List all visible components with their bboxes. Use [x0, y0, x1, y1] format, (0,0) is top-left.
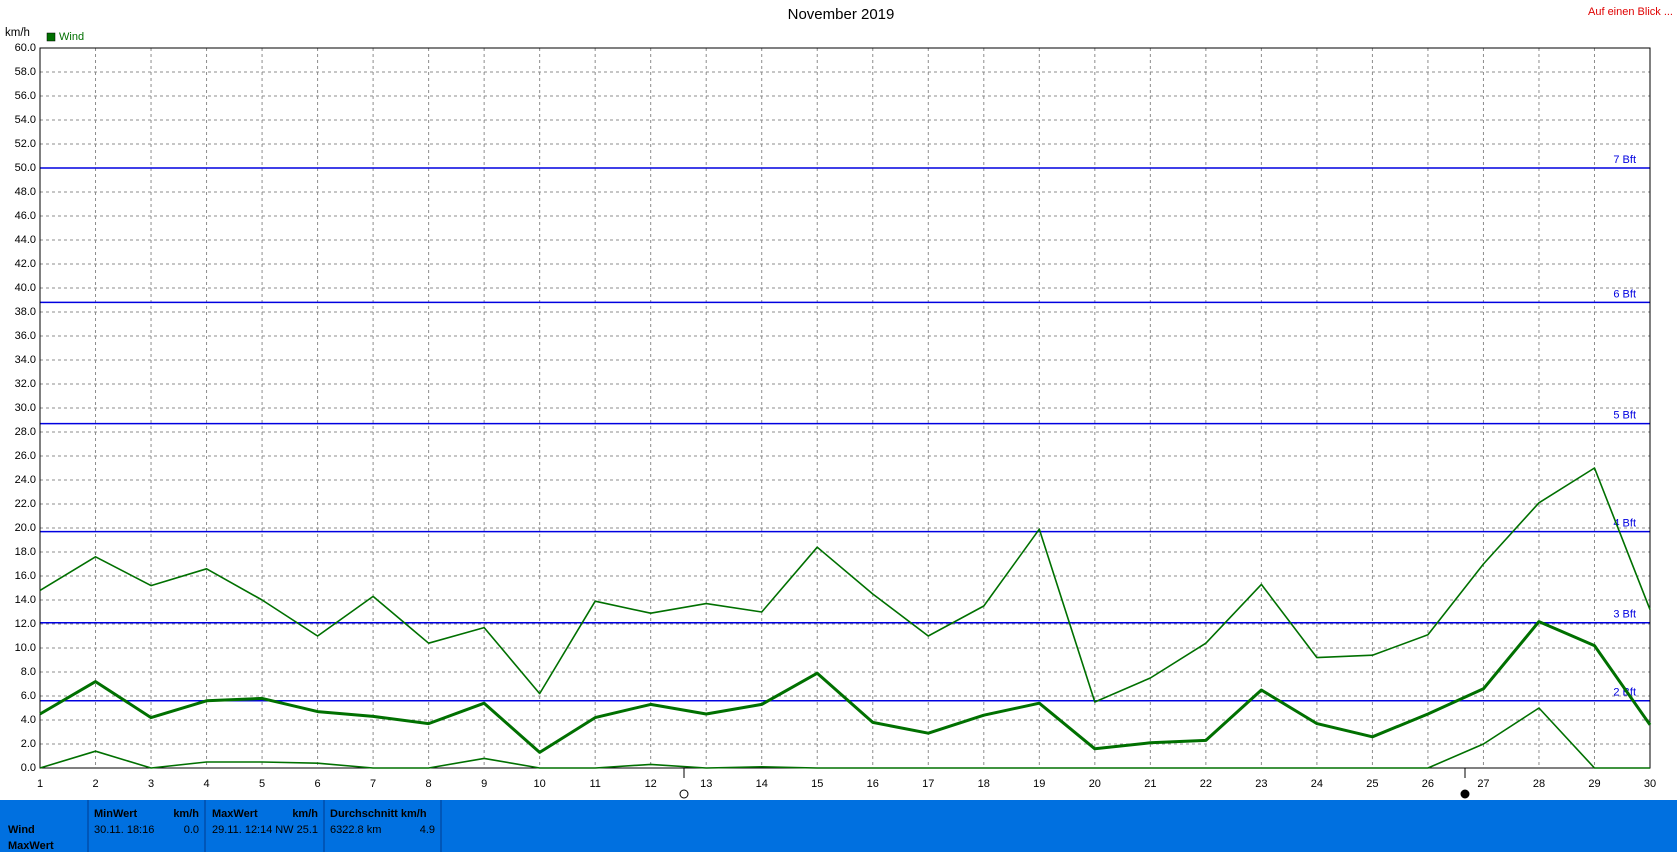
avg-total: 6322.8 km — [330, 824, 381, 836]
min-value: 0.0 — [184, 824, 199, 836]
y-tick-label: 36.0 — [15, 330, 36, 342]
y-tick-label: 14.0 — [15, 594, 36, 606]
y-tick-label: 48.0 — [15, 186, 36, 198]
x-tick-label: 15 — [811, 778, 823, 790]
beaufort-label: 7 Bft — [1613, 154, 1636, 166]
y-tick-label: 34.0 — [15, 354, 36, 366]
x-tick-label: 17 — [922, 778, 934, 790]
x-tick-label: 29 — [1588, 778, 1600, 790]
overview-link[interactable]: Auf einen Blick ... — [1588, 6, 1673, 18]
column-unit: km/h — [173, 808, 199, 820]
y-tick-label: 6.0 — [21, 690, 36, 702]
beaufort-label: 3 Bft — [1613, 609, 1636, 621]
x-tick-label: 9 — [481, 778, 487, 790]
y-tick-label: 46.0 — [15, 210, 36, 222]
min-time: 30.11. 18:16 — [94, 824, 154, 836]
x-tick-label: 27 — [1477, 778, 1489, 790]
x-tick-label: 30 — [1644, 778, 1656, 790]
x-tick-label: 10 — [534, 778, 546, 790]
series-line — [39, 467, 1651, 703]
y-tick-label: 12.0 — [15, 618, 36, 630]
beaufort-label: 6 Bft — [1613, 288, 1636, 300]
x-tick-label: 20 — [1089, 778, 1101, 790]
y-tick-label: 42.0 — [15, 258, 36, 270]
y-tick-label: 28.0 — [15, 426, 36, 438]
y-tick-label: 0.0 — [21, 762, 36, 774]
x-tick-label: 1 — [37, 778, 43, 790]
legend-label: Wind — [59, 31, 84, 43]
x-tick-label: 8 — [426, 778, 432, 790]
summary-panel: Wind MaxWert MinWert km/h 30.11. 18:16 0… — [0, 800, 1677, 852]
column-header: MaxWert — [212, 808, 258, 820]
column-unit: km/h — [292, 808, 318, 820]
y-tick-label: 56.0 — [15, 90, 36, 102]
row-label: Wind — [8, 824, 35, 836]
moon-new — [679, 768, 689, 799]
y-tick-label: 24.0 — [15, 474, 36, 486]
legend-swatch — [46, 32, 56, 42]
column-header: Durchschnitt km/h — [330, 808, 427, 820]
y-tick-label: 4.0 — [21, 714, 36, 726]
x-tick-label: 24 — [1311, 778, 1323, 790]
x-tick-label: 21 — [1144, 778, 1156, 790]
max-time: 29.11. 12:14 — [212, 824, 272, 836]
beaufort-label: 5 Bft — [1613, 410, 1636, 422]
y-tick-label: 2.0 — [21, 738, 36, 750]
x-tick-label: 19 — [1033, 778, 1045, 790]
x-tick-label: 28 — [1533, 778, 1545, 790]
x-tick-label: 16 — [867, 778, 879, 790]
y-tick-label: 22.0 — [15, 498, 36, 510]
y-tick-label: 60.0 — [15, 42, 36, 54]
column-header: MinWert — [94, 808, 138, 820]
x-tick-label: 11 — [589, 778, 600, 790]
y-axis-label: km/h — [5, 27, 30, 39]
x-tick-label: 23 — [1255, 778, 1267, 790]
y-tick-label: 8.0 — [21, 666, 36, 678]
x-tick-label: 6 — [315, 778, 321, 790]
x-tick-label: 18 — [978, 778, 990, 790]
max-value: NW 25.1 — [275, 824, 318, 836]
y-tick-label: 54.0 — [15, 114, 36, 126]
y-tick-label: 30.0 — [15, 402, 36, 414]
y-tick-label: 18.0 — [15, 546, 36, 558]
avg-value: 4.9 — [420, 824, 435, 836]
y-tick-label: 58.0 — [15, 66, 36, 78]
y-tick-label: 20.0 — [15, 522, 36, 534]
y-tick-label: 10.0 — [15, 642, 36, 654]
y-tick-label: 40.0 — [15, 282, 36, 294]
y-tick-label: 16.0 — [15, 570, 36, 582]
moon-full — [1460, 768, 1470, 799]
legend: Wind — [46, 31, 84, 43]
y-tick-label: 44.0 — [15, 234, 36, 246]
x-tick-label: 7 — [370, 778, 376, 790]
series-line — [39, 620, 1652, 754]
x-tick-label: 22 — [1200, 778, 1212, 790]
x-tick-label: 26 — [1422, 778, 1434, 790]
panel-background — [0, 800, 1677, 852]
y-tick-label: 50.0 — [15, 162, 36, 174]
chart-title: November 2019 — [788, 6, 895, 23]
y-tick-label: 38.0 — [15, 306, 36, 318]
series-line — [39, 707, 1650, 769]
x-tick-label: 12 — [645, 778, 657, 790]
x-tick-label: 25 — [1366, 778, 1378, 790]
x-tick-label: 2 — [92, 778, 98, 790]
beaufort-label: 4 Bft — [1613, 518, 1636, 530]
plot-area: 0.0 2.0 4.0 6.0 8.0 10.0 12.0 14.0 16.0 18.0 20.0 2… — [15, 42, 1657, 790]
x-tick-label: 13 — [700, 778, 712, 790]
x-tick-label: 4 — [203, 778, 209, 790]
x-tick-label: 5 — [259, 778, 265, 790]
y-tick-label: 26.0 — [15, 450, 36, 462]
x-tick-label: 14 — [756, 778, 768, 790]
row-label: MaxWert — [8, 840, 54, 852]
x-tick-label: 3 — [148, 778, 154, 790]
y-tick-label: 52.0 — [15, 138, 36, 150]
y-tick-label: 32.0 — [15, 378, 36, 390]
